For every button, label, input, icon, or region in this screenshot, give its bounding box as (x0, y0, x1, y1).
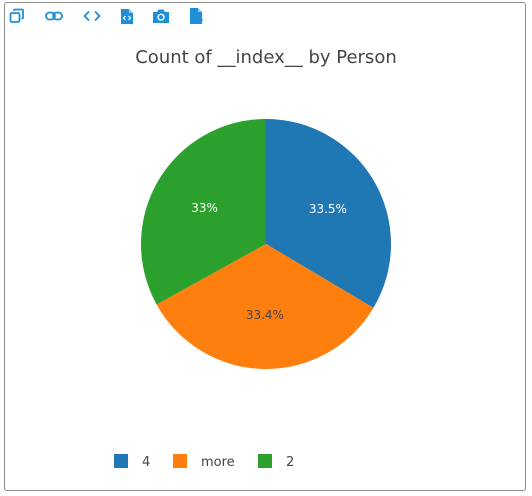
legend-swatch-2 (258, 454, 272, 468)
code-icon[interactable] (82, 6, 102, 26)
pie-slices (141, 119, 392, 370)
legend-label-more: more (201, 455, 235, 470)
legend-item-more[interactable]: more (173, 454, 235, 470)
pie-slice-4[interactable] (266, 119, 392, 308)
slice-label-more: 33.4% (246, 308, 284, 322)
code-file-icon[interactable] (117, 6, 137, 26)
chart-toolbar: csv (0, 0, 532, 30)
legend-swatch-more (173, 454, 187, 468)
link-icon[interactable] (44, 6, 64, 26)
camera-icon[interactable] (151, 6, 171, 26)
pie-slice-2[interactable] (141, 119, 266, 305)
legend-label-2: 2 (286, 455, 294, 470)
legend-item-4[interactable]: 4 (114, 454, 150, 470)
csv-file-icon[interactable]: csv (187, 6, 207, 26)
chart-title: Count of __index__ by Person (135, 47, 397, 68)
pie-slice-more[interactable] (156, 244, 374, 370)
legend-item-2[interactable]: 2 (258, 454, 294, 470)
csv-label: csv (192, 18, 203, 25)
legend-label-4: 4 (142, 455, 150, 470)
slice-label-2: 33% (191, 201, 218, 215)
legend: 4 more 2 (114, 454, 294, 470)
pie-slice-labels: 33.5% 33.4% 33% (191, 201, 347, 322)
slice-label-4: 33.5% (309, 202, 347, 216)
legend-swatch-4 (114, 454, 128, 468)
expand-icon[interactable] (7, 6, 27, 26)
